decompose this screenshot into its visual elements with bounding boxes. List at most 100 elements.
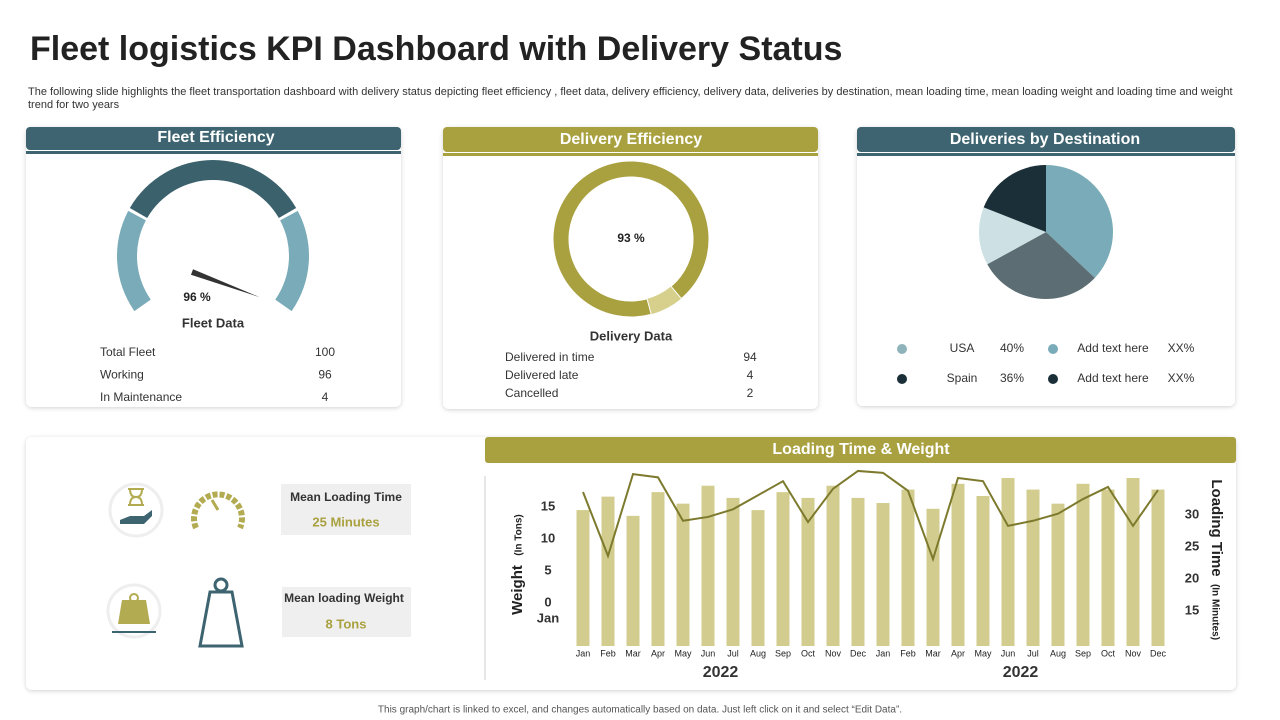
- x-tick-label: Jul: [727, 648, 739, 658]
- table-title: Delivery Data: [590, 328, 673, 343]
- pie-slice: [979, 207, 1046, 265]
- x-tick-label: Dec: [1150, 648, 1167, 658]
- table-value: 2: [747, 386, 754, 400]
- legend-value: XX%: [1168, 341, 1195, 355]
- table-label: Cancelled: [505, 386, 558, 400]
- kpi-box: [281, 484, 411, 535]
- kpi-box: [282, 587, 411, 637]
- value-label: 93 %: [617, 231, 645, 245]
- pie-slice: [1046, 165, 1114, 278]
- bar: [951, 483, 965, 646]
- bar: [651, 492, 665, 646]
- y2-axis-unit: (In Minutes): [1209, 584, 1220, 640]
- table-value: 96: [318, 368, 332, 382]
- pie-slice: [983, 165, 1046, 232]
- x-tick-label: Jul: [1027, 648, 1039, 658]
- y-axis-unit: (In Tons): [514, 514, 525, 555]
- y-axis-title: Weight: [509, 565, 526, 615]
- x-tick-label: Jun: [1001, 648, 1016, 658]
- bar: [1026, 489, 1040, 646]
- bar: [726, 497, 740, 646]
- bar: [1151, 489, 1165, 646]
- line: [582, 469, 1159, 563]
- bar: [1051, 503, 1065, 646]
- x-tick-label: May: [974, 648, 992, 658]
- bar: [826, 485, 840, 646]
- x-tick-label: Mar: [925, 648, 941, 658]
- table-label: Total Fleet: [100, 345, 156, 359]
- x-tick-label: Apr: [951, 648, 965, 658]
- x-tick-label: Nov: [825, 648, 842, 658]
- card-title: Deliveries by Destination: [950, 131, 1140, 148]
- table-label: Delivered late: [505, 368, 579, 382]
- subtitle: The following slide highlights the fleet…: [28, 86, 1233, 111]
- table-label: In Maintenance: [100, 390, 182, 404]
- header-rule: [857, 153, 1235, 156]
- card-title: Loading Time & Weight: [772, 441, 950, 458]
- pie-slice: [987, 232, 1095, 300]
- kpi-label: Mean loading Weight: [284, 591, 404, 605]
- card: [443, 127, 818, 409]
- legend-name: Add text here: [1077, 341, 1149, 355]
- bar: [601, 496, 615, 646]
- header-rule: [443, 153, 818, 156]
- x-tick-label: Mar: [625, 648, 641, 658]
- bar: [701, 485, 715, 646]
- x-group-label: 2022: [1003, 664, 1039, 681]
- donut-arc: [552, 160, 710, 318]
- y2-tick-label: 15: [1185, 602, 1199, 617]
- bar: [926, 508, 940, 646]
- footer: This graph/chart is linked to excel, and…: [378, 705, 902, 716]
- kpi-value: 8 Tons: [326, 616, 367, 631]
- table-value: 94: [743, 350, 757, 364]
- x-tick-label: Aug: [750, 648, 766, 658]
- y-tick-label: 0: [544, 594, 551, 609]
- card-header: [857, 127, 1235, 152]
- y-note: Jan: [537, 610, 559, 625]
- y-tick-label: 5: [544, 562, 551, 577]
- title: Fleet logistics KPI Dashboard with Deliv…: [30, 30, 842, 68]
- x-tick-label: Oct: [801, 648, 816, 658]
- legend-dot: [897, 374, 907, 384]
- card-header: [485, 437, 1236, 463]
- bar: [1126, 478, 1140, 646]
- bar: [576, 510, 590, 646]
- subtitle-box: The following slide highlights the fleet…: [28, 86, 1233, 111]
- x-tick-label: May: [674, 648, 692, 658]
- legend-name: USA: [950, 341, 975, 355]
- legend-name: Add text here: [1077, 371, 1149, 385]
- y2-tick-label: 30: [1185, 506, 1199, 521]
- card-header: [26, 127, 401, 150]
- kpi-icons: [106, 482, 245, 648]
- x-tick-label: Nov: [1125, 648, 1142, 658]
- bar: [676, 503, 690, 646]
- x-group-label: 2022: [703, 664, 739, 681]
- x-tick-label: Aug: [1050, 648, 1066, 658]
- bar: [976, 495, 990, 646]
- table-value: 100: [315, 345, 335, 359]
- y2-axis-title: Loading Time: [1208, 479, 1225, 576]
- gauge-band: [129, 160, 297, 218]
- bar: [851, 497, 865, 646]
- y2-tick-label: 20: [1185, 570, 1199, 585]
- legend-name: Spain: [947, 371, 978, 385]
- value-label: 96 %: [183, 290, 211, 304]
- x-tick-label: Jan: [576, 648, 591, 658]
- legend-dot: [1048, 344, 1058, 354]
- bar: [901, 489, 915, 646]
- bar: [801, 497, 815, 646]
- kpi-value: 25 Minutes: [312, 514, 379, 529]
- card: [26, 127, 401, 407]
- table-value: 4: [322, 390, 329, 404]
- x-tick-label: Sep: [775, 648, 791, 658]
- gauge-band: [117, 210, 151, 312]
- legend-dot: [897, 344, 907, 354]
- x-tick-label: Dec: [850, 648, 867, 658]
- x-tick-label: Oct: [1101, 648, 1116, 658]
- legend-value: XX%: [1168, 371, 1195, 385]
- kpi-label: Mean Loading Time: [290, 490, 402, 504]
- legend-value: 36%: [1000, 371, 1024, 385]
- bar: [1076, 483, 1090, 646]
- card-title: Delivery Efficiency: [560, 131, 702, 148]
- gauge-band: [275, 210, 309, 312]
